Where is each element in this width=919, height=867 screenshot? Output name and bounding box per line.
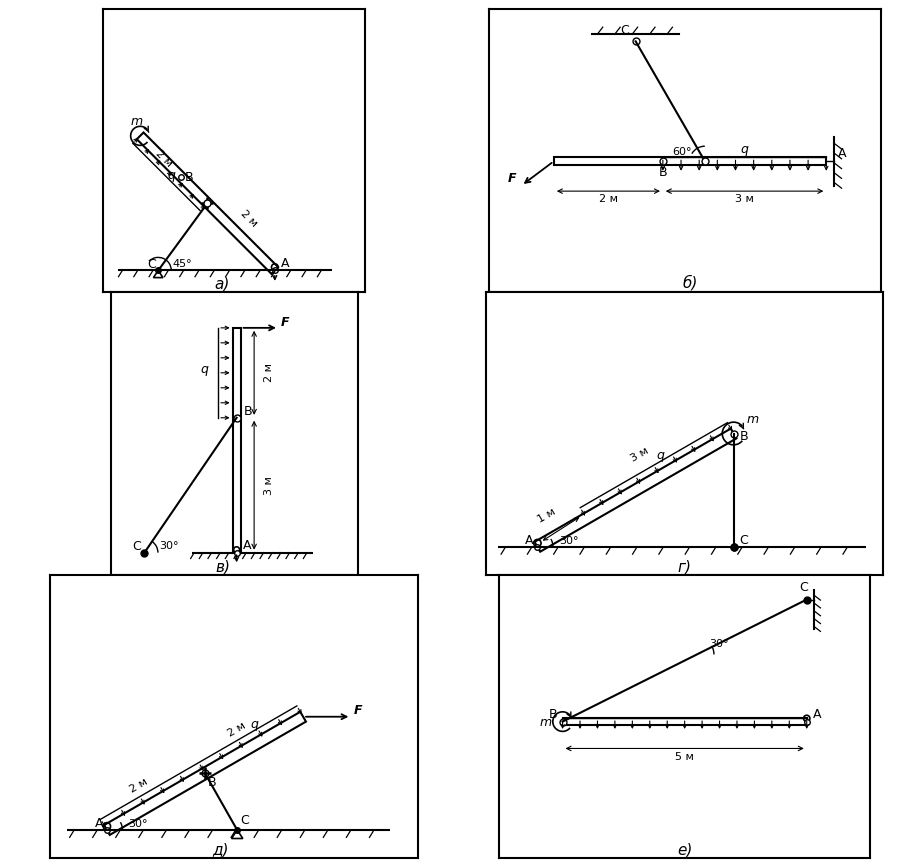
Text: 30°: 30° (709, 639, 729, 649)
Text: 30°: 30° (159, 542, 178, 551)
Text: C: C (739, 534, 748, 547)
Text: д): д) (212, 843, 229, 857)
Text: 3 м: 3 м (629, 446, 651, 464)
Text: 2 м: 2 м (599, 194, 618, 205)
Text: q: q (200, 362, 208, 375)
Text: B: B (739, 430, 748, 443)
Text: q: q (656, 449, 664, 462)
Text: C: C (240, 814, 249, 827)
Text: q: q (741, 143, 748, 156)
Text: 3 м: 3 м (264, 476, 274, 495)
Text: 2 м: 2 м (153, 148, 175, 169)
Text: 30°: 30° (559, 536, 578, 546)
Text: F: F (281, 316, 289, 329)
Text: A: A (280, 257, 289, 271)
Text: 2 м: 2 м (128, 777, 149, 795)
Text: m: m (746, 414, 758, 427)
Text: B: B (185, 171, 194, 184)
Text: C: C (800, 581, 808, 594)
Text: F: F (354, 704, 363, 717)
Text: m: m (539, 715, 551, 728)
Text: m: m (130, 115, 142, 128)
Text: B: B (549, 707, 558, 720)
Text: 2 м: 2 м (264, 363, 274, 382)
Text: A: A (838, 147, 846, 160)
Text: 2 м: 2 м (239, 209, 259, 229)
Text: B: B (208, 776, 216, 789)
Text: б): б) (683, 275, 698, 290)
Text: A: A (812, 707, 821, 720)
Text: в): в) (216, 560, 231, 575)
Text: 3 м: 3 м (735, 194, 754, 205)
Text: C: C (620, 23, 630, 36)
Text: q: q (251, 719, 258, 732)
Text: A: A (244, 539, 252, 552)
Text: 45°: 45° (173, 259, 192, 269)
Text: 2 м: 2 м (226, 720, 247, 739)
Text: 5 м: 5 м (675, 752, 694, 762)
Text: q: q (167, 169, 176, 182)
Text: е): е) (677, 843, 692, 857)
Text: а): а) (215, 277, 230, 291)
Text: C: C (148, 257, 156, 271)
Text: A: A (95, 818, 103, 831)
Text: C: C (131, 540, 141, 553)
Text: A: A (525, 534, 533, 547)
Text: F: F (507, 172, 516, 185)
Text: 1 м: 1 м (537, 506, 558, 525)
Text: B: B (244, 405, 252, 418)
Text: B: B (659, 166, 667, 179)
Text: 30°: 30° (129, 819, 148, 829)
Text: 60°: 60° (672, 147, 692, 157)
Text: г): г) (677, 559, 692, 574)
